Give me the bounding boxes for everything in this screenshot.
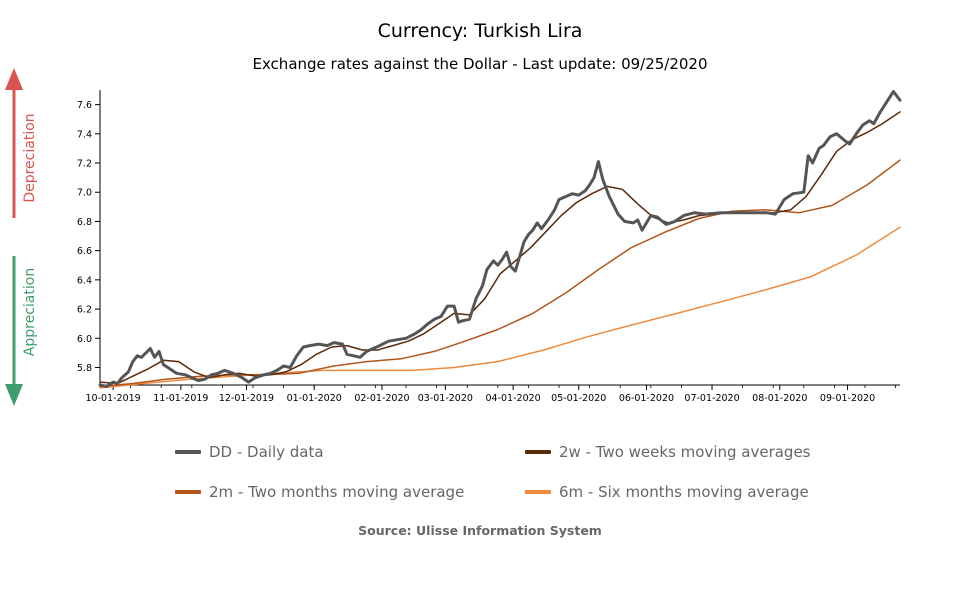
legend-swatch: [175, 450, 201, 454]
x-tick-label: 12-01-2019: [219, 393, 274, 404]
x-tick-label: 08-01-2020: [752, 393, 807, 404]
y-tick-label: 6.2: [77, 305, 92, 316]
x-tick-label: 02-01-2020: [354, 393, 409, 404]
x-tick-label: 10-01-2019: [86, 393, 141, 404]
y-tick-label: 7.4: [77, 129, 92, 140]
x-tick-label: 03-01-2020: [418, 393, 473, 404]
y-tick-label: 7.2: [77, 159, 92, 170]
y-tick-label: 6.0: [77, 334, 92, 345]
line-chart: 5.8 6.0 6.2 6.4 6.6 6.8 7.0 7.2 7.4 7.6 10-01-2019…: [5, 68, 902, 406]
y-tick-label: 7.0: [77, 188, 92, 199]
depreciation-arrow-icon: [5, 68, 23, 218]
legend-label: 2m - Two months moving average: [209, 483, 465, 501]
source-note: Source: Ulisse Information System: [358, 523, 602, 538]
appreciation-label: Appreciation: [22, 267, 38, 357]
y-tick-label: 5.8: [77, 363, 92, 374]
legend-item-2m[interactable]: 2m - Two months moving average: [175, 483, 464, 501]
x-tick-label: 01-01-2020: [287, 393, 342, 404]
x-tick-label: 04-01-2020: [486, 393, 541, 404]
x-tick-label: 09-01-2020: [820, 393, 875, 404]
series-line-6m: [99, 226, 901, 389]
chart-title: Currency: Turkish Lira: [377, 20, 583, 42]
x-tick-label: 06-01-2020: [619, 393, 674, 404]
legend-swatch: [525, 490, 551, 494]
x-tick-label: 11-01-2019: [153, 393, 208, 404]
appreciation-arrow-icon: [5, 256, 23, 406]
legend-label: 6m - Six months moving average: [559, 483, 809, 501]
legend-item-dd[interactable]: DD - Daily data: [175, 443, 324, 461]
chart-series: [98, 90, 902, 389]
y-tick-label: 6.8: [77, 217, 92, 228]
series-line-2w: [99, 111, 901, 385]
chart-axes: 5.8 6.0 6.2 6.4 6.6 6.8 7.0 7.2 7.4 7.6 10-01-2019…: [77, 90, 900, 404]
legend-label: DD - Daily data: [209, 443, 324, 461]
series-line-dd: [98, 90, 902, 388]
legend-swatch: [525, 450, 551, 454]
legend-label: 2w - Two weeks moving averages: [559, 443, 811, 461]
depreciation-label: Depreciation: [22, 113, 38, 203]
y-tick-label: 7.6: [77, 100, 92, 111]
x-tick-label: 05-01-2020: [551, 393, 606, 404]
x-tick-label: 07-01-2020: [684, 393, 739, 404]
chart-subtitle: Exchange rates against the Dollar - Last…: [252, 55, 708, 73]
legend-swatch: [175, 490, 201, 494]
y-tick-label: 6.6: [77, 246, 92, 257]
legend-item-2w[interactable]: 2w - Two weeks moving averages: [525, 443, 811, 461]
legend-item-6m[interactable]: 6m - Six months moving average: [525, 483, 809, 501]
y-tick-label: 6.4: [77, 275, 92, 286]
